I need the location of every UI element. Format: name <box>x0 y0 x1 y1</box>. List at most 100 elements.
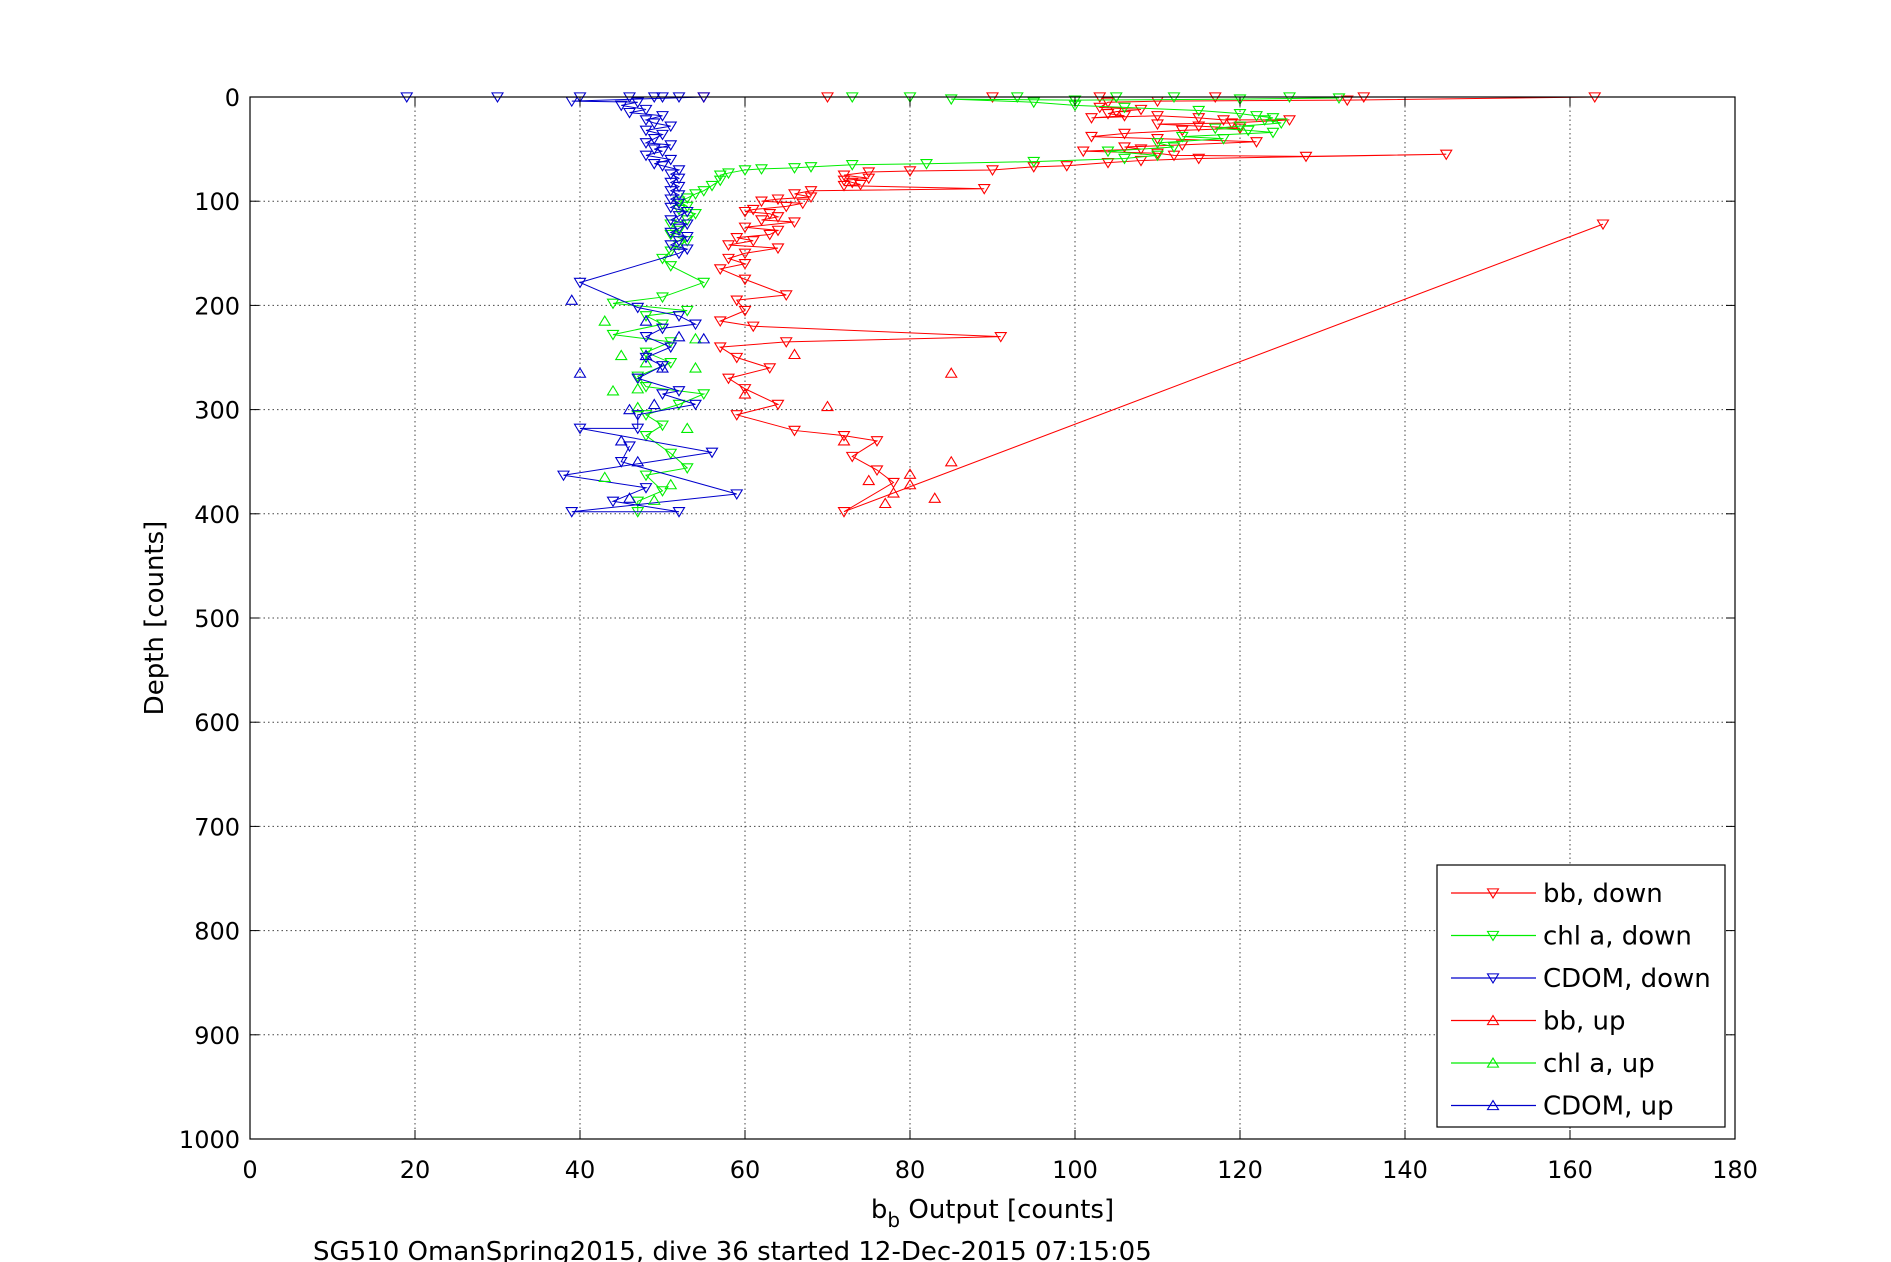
data-point <box>920 159 933 170</box>
data-point <box>614 349 628 361</box>
data-point <box>903 468 917 479</box>
x-axis-label: bb Output [counts] <box>871 1195 1114 1232</box>
data-point <box>730 489 744 501</box>
data-point <box>746 204 760 216</box>
data-point <box>664 121 678 133</box>
data-point <box>944 94 958 106</box>
data-point <box>738 248 752 260</box>
data-point <box>977 184 991 195</box>
data-point <box>656 361 669 373</box>
data-point <box>821 400 834 412</box>
data-point <box>796 198 810 210</box>
data-point <box>1266 127 1280 139</box>
data-point <box>614 457 628 468</box>
data-point <box>598 471 612 483</box>
data-point <box>664 240 678 251</box>
data-point <box>845 451 859 463</box>
data-point <box>656 323 669 335</box>
legend-entry: bb, up <box>1451 1007 1626 1037</box>
data-point <box>1134 104 1148 116</box>
legend-entry: chl a, down <box>1451 922 1692 952</box>
data-point <box>1217 115 1230 126</box>
y-tick-label: 400 <box>194 501 240 529</box>
data-point <box>722 168 735 180</box>
data-point <box>887 477 900 489</box>
data-point <box>771 243 785 255</box>
data-point <box>903 166 917 177</box>
data-point <box>738 206 752 218</box>
data-point <box>771 212 785 223</box>
data-point <box>680 201 694 213</box>
data-point <box>656 389 669 400</box>
data-point <box>664 342 678 354</box>
series-line <box>703 96 1604 513</box>
data-point <box>639 104 653 116</box>
data-point <box>763 209 777 220</box>
data-point <box>713 316 727 328</box>
data-point <box>664 227 678 239</box>
data-point <box>631 401 645 413</box>
data-point <box>713 170 727 182</box>
data-point <box>779 337 793 348</box>
data-point <box>705 180 719 192</box>
data-point <box>788 217 801 229</box>
data-point <box>631 410 645 421</box>
series-cdom-up <box>565 294 711 503</box>
data-point <box>656 486 669 497</box>
data-point <box>763 229 777 241</box>
data-point <box>631 423 645 435</box>
data-point <box>705 447 719 459</box>
data-point <box>689 332 702 344</box>
data-point <box>1151 150 1164 162</box>
data-point <box>713 175 727 187</box>
data-point <box>623 107 636 119</box>
data-point <box>1274 118 1288 130</box>
data-point <box>664 215 678 226</box>
data-point <box>1076 146 1090 158</box>
x-tick-label: 160 <box>1547 1156 1593 1184</box>
data-point <box>689 399 702 411</box>
data-point <box>1101 146 1115 158</box>
data-point <box>837 170 851 182</box>
data-point <box>639 470 653 482</box>
data-point <box>672 386 686 397</box>
data-point <box>862 167 876 179</box>
data-point <box>837 434 851 446</box>
data-point <box>944 455 958 467</box>
data-point <box>664 154 678 166</box>
data-point <box>738 384 752 395</box>
x-tick-label: 20 <box>400 1156 431 1184</box>
data-point <box>680 305 694 317</box>
data-point <box>1175 125 1189 137</box>
data-point <box>730 352 744 364</box>
x-axis-label-main: b <box>871 1195 888 1225</box>
data-point <box>1486 1099 1500 1111</box>
data-point <box>738 305 752 317</box>
data-point <box>746 236 760 247</box>
y-tick-label: 100 <box>194 188 240 216</box>
data-point <box>722 253 735 265</box>
data-point <box>639 347 653 359</box>
x-tick-label: 180 <box>1712 1156 1758 1184</box>
y-tick-label: 800 <box>194 918 240 946</box>
y-tick-label: 0 <box>225 84 240 112</box>
data-point <box>623 492 636 503</box>
data-point <box>1151 119 1164 131</box>
figure-caption: SG510 OmanSpring2015, dive 36 started 12… <box>313 1237 1152 1262</box>
data-point <box>606 329 620 341</box>
data-point <box>854 179 867 191</box>
data-point <box>680 422 694 434</box>
data-point <box>598 315 612 326</box>
data-point <box>862 173 876 185</box>
data-point <box>1175 131 1189 143</box>
series-bb-down <box>697 92 1610 518</box>
data-point <box>565 507 579 518</box>
data-point <box>1151 111 1164 122</box>
data-point <box>697 186 711 197</box>
data-point <box>1167 142 1181 154</box>
legend-label: CDOM, down <box>1543 964 1711 994</box>
data-point <box>623 403 636 415</box>
data-point <box>697 277 711 289</box>
data-point <box>573 423 587 435</box>
